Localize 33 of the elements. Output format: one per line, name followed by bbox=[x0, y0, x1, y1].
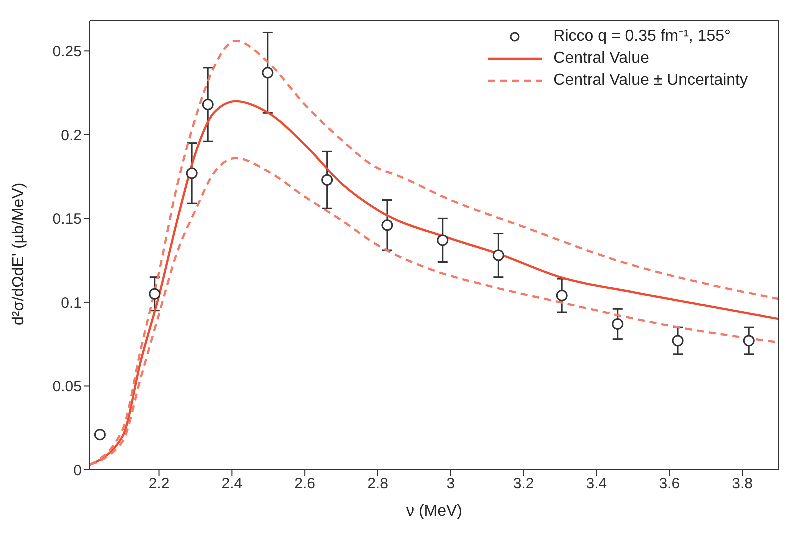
point bbox=[149, 288, 161, 300]
point bbox=[492, 250, 504, 262]
point bbox=[202, 99, 214, 111]
point bbox=[437, 234, 449, 246]
point bbox=[186, 168, 198, 180]
legend-label: Central Value bbox=[554, 49, 650, 69]
point bbox=[382, 220, 394, 232]
y-tick-label: 0.1 bbox=[61, 294, 82, 312]
y-tick-label: 0.05 bbox=[52, 378, 82, 396]
y-tick-label: 0.25 bbox=[52, 43, 82, 60]
point bbox=[612, 318, 624, 330]
point bbox=[94, 429, 106, 441]
legend-label: Ricco q = 0.35 fm⁻¹, 155° bbox=[554, 27, 731, 47]
x-axis-title: ν (MeV) bbox=[406, 503, 462, 520]
legend-label: Central Value ± Uncertainty bbox=[554, 71, 748, 91]
y-axis-title: d²σ/dΩdE' (µb/MeV) bbox=[10, 182, 28, 326]
point bbox=[743, 335, 755, 347]
x-tick-label: 3 bbox=[446, 476, 456, 493]
x-tick-label: 3.6 bbox=[659, 476, 680, 493]
y-tick-label: 0.2 bbox=[61, 127, 82, 144]
x-tick-label: 3.2 bbox=[513, 476, 534, 493]
point bbox=[556, 290, 568, 302]
x-tick-label: 2.4 bbox=[222, 476, 243, 493]
point bbox=[322, 174, 334, 186]
x-tick-label: 2.8 bbox=[368, 476, 388, 493]
point bbox=[262, 67, 274, 79]
y-tick-label: 0.15 bbox=[52, 211, 82, 228]
x-tick-label: 3.8 bbox=[732, 476, 753, 493]
x-tick-label: 3.4 bbox=[586, 476, 608, 493]
x-tick-label: 2.2 bbox=[148, 476, 170, 493]
y-tick-label: 0 bbox=[74, 462, 82, 480]
point bbox=[672, 335, 684, 347]
x-tick-label: 2.6 bbox=[294, 476, 316, 493]
